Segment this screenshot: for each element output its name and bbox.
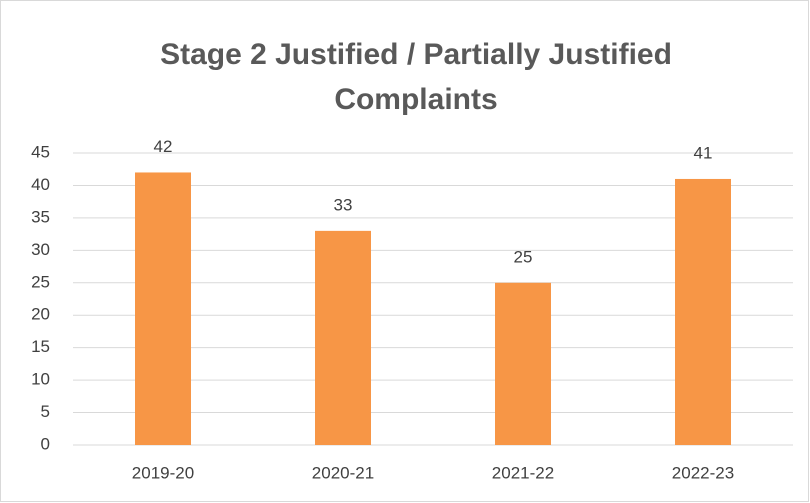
x-tick-label: 2020-21 — [312, 463, 374, 482]
y-tick-label: 5 — [41, 402, 50, 421]
x-tick-label: 2019-20 — [132, 463, 194, 482]
y-tick-label: 45 — [31, 142, 50, 161]
x-tick-label: 2022-23 — [672, 463, 734, 482]
y-tick-label: 35 — [31, 207, 50, 226]
y-tick-label: 25 — [31, 272, 50, 291]
bar — [495, 282, 551, 445]
bar — [675, 178, 731, 445]
y-tick-label: 10 — [31, 370, 50, 389]
bar — [315, 230, 371, 445]
data-label: 33 — [334, 195, 353, 214]
data-label: 42 — [154, 137, 173, 156]
data-label: 41 — [694, 143, 713, 162]
y-tick-label: 30 — [31, 240, 50, 259]
x-tick-label: 2021-22 — [492, 463, 554, 482]
y-tick-label: 0 — [41, 434, 50, 453]
y-tick-label: 15 — [31, 337, 50, 356]
y-tick-label: 20 — [31, 305, 50, 324]
y-tick-label: 40 — [31, 175, 50, 194]
chart-title: Stage 2 Justified / Partially Justified … — [160, 38, 672, 116]
data-label: 25 — [514, 247, 533, 266]
bar — [135, 172, 191, 445]
